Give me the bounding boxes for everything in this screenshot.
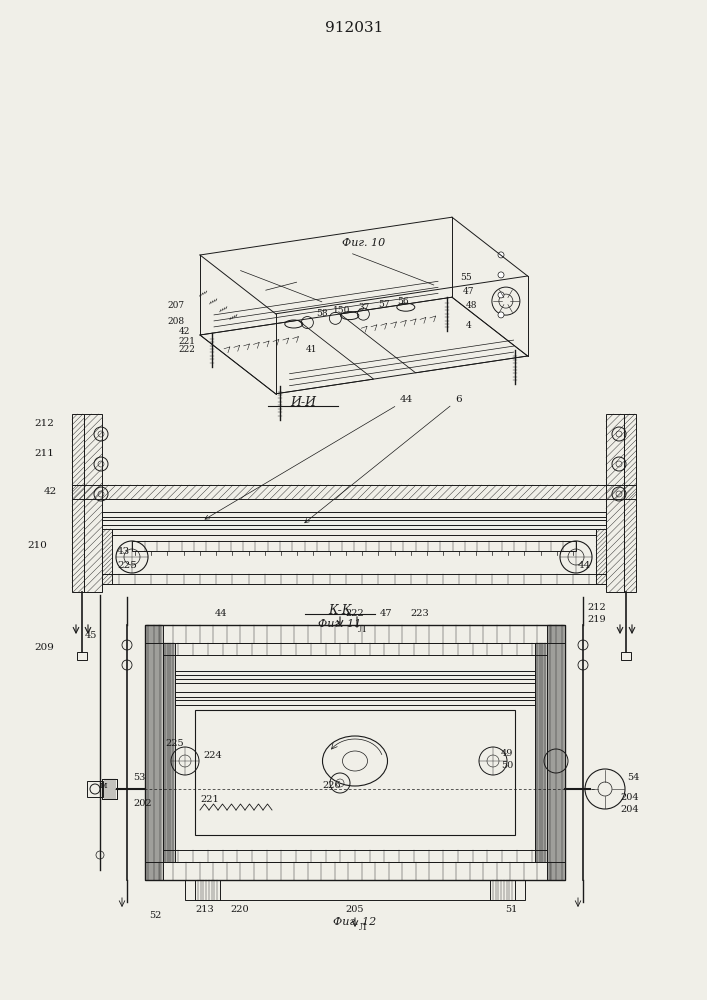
Text: Л: Л [359,924,366,932]
Bar [185,880,525,900]
Text: 221: 221 [200,796,218,804]
Text: 205: 205 [345,906,363,914]
Bar [102,574,606,584]
Bar [102,529,112,584]
Text: 225: 225 [165,738,184,748]
Bar [175,692,535,697]
Bar [175,679,535,683]
Text: 45: 45 [85,631,98,640]
Circle shape [498,312,504,318]
Text: 57: 57 [378,300,390,309]
Bar [195,880,220,900]
Bar [606,414,624,592]
Text: 4: 4 [466,321,472,330]
Circle shape [498,252,504,258]
Text: 210: 210 [27,542,47,550]
Bar [145,625,163,880]
Text: 220: 220 [230,906,249,914]
Bar [596,529,606,584]
Bar [535,643,547,862]
Bar [624,414,636,592]
Text: 51: 51 [505,906,518,914]
Text: 43: 43 [117,548,130,556]
Text: 221: 221 [179,337,196,346]
Bar [621,652,631,660]
Bar [490,880,515,900]
Bar [163,643,547,655]
Text: 49: 49 [501,748,513,758]
Bar [102,512,606,517]
Text: 226: 226 [322,780,341,790]
Text: 37: 37 [358,303,370,312]
Bar [72,485,636,499]
Text: 47: 47 [380,608,392,617]
Text: 44: 44 [578,560,591,570]
Bar [102,520,606,525]
Text: 53: 53 [133,772,146,782]
Bar [84,414,102,592]
Text: 50: 50 [501,760,513,770]
Text: 204: 204 [620,792,638,802]
Text: 48: 48 [466,301,477,310]
Text: 44: 44 [205,395,414,519]
Bar [145,625,565,880]
Text: 47: 47 [463,287,474,296]
Text: 225: 225 [117,560,137,570]
Text: К-К: К-К [328,603,352,616]
Text: 224: 224 [203,752,222,760]
Text: 6: 6 [305,395,462,523]
Bar [175,671,535,675]
Text: 213: 213 [195,906,214,914]
Text: 41: 41 [305,345,317,354]
Text: 209: 209 [34,643,54,652]
Text: м: м [100,782,107,790]
Circle shape [498,292,504,298]
Text: И-И: И-И [290,395,316,408]
Text: 55: 55 [460,273,472,282]
Text: 56: 56 [397,297,409,306]
Text: 212: 212 [587,602,606,611]
Text: 207: 207 [168,301,185,310]
Text: 219: 219 [587,614,606,624]
Text: 222: 222 [345,608,363,617]
Bar [175,700,535,705]
Bar [145,625,565,643]
Text: 52: 52 [149,910,161,920]
Text: 58: 58 [316,309,328,318]
Bar [102,779,117,799]
Bar [87,781,103,797]
Bar [547,625,565,880]
Text: 212: 212 [34,420,54,428]
Text: 54: 54 [627,772,639,782]
Bar [72,414,84,592]
Bar [112,529,596,535]
Bar [145,862,565,880]
Text: Фиг. 11: Фиг. 11 [318,619,361,629]
Text: 222: 222 [179,345,196,354]
Text: 202: 202 [133,800,151,808]
Bar [102,779,117,799]
Bar [132,541,576,551]
Text: 150: 150 [333,306,351,315]
Bar [163,850,547,862]
Text: 208: 208 [168,317,185,326]
Bar [163,643,175,862]
Text: Л: Л [358,626,366,635]
Bar [195,710,515,835]
Text: 223: 223 [410,608,428,617]
Bar [77,652,87,660]
Text: 44: 44 [215,608,228,617]
Text: 42: 42 [44,488,57,496]
Text: Фиг. 12: Фиг. 12 [334,917,377,927]
Text: 211: 211 [34,450,54,458]
Text: 204: 204 [620,804,638,814]
Text: 912031: 912031 [325,21,383,35]
Circle shape [498,272,504,278]
Text: Фиг. 10: Фиг. 10 [342,237,385,247]
Text: 42: 42 [179,327,190,336]
